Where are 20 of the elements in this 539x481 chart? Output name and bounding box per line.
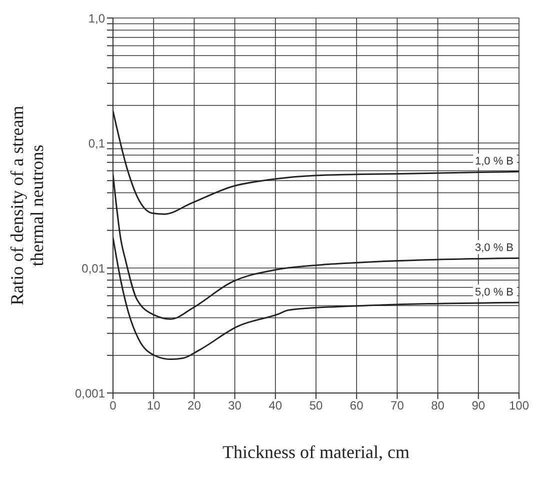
x-axis-title: Thickness of material, cm [222,442,410,462]
y-tick-label: 1,0 [88,11,106,26]
x-tick-label: 40 [268,398,282,413]
y-tick-label: 0,1 [88,136,106,150]
y-tick-label: 0,01 [82,261,106,276]
x-tick-label: 80 [431,398,445,413]
series-label: 5,0 % B [475,286,514,298]
x-tick-label: 50 [309,398,323,413]
x-tick-label: 100 [508,398,530,413]
x-tick-label: 60 [350,398,364,413]
series-label: 3,0 % B [475,242,514,254]
y-axis-title: Ratio of density of a stream thermal neutrons [7,106,47,306]
y-tick-label: 0,001 [74,386,106,400]
x-tick-label: 0 [110,398,117,413]
x-tick-label: 90 [472,398,486,413]
x-tick-label: 20 [188,398,202,413]
x-tick-label: 10 [146,398,161,413]
series-label: 1,0 % B [475,156,514,168]
x-tick-label: 30 [228,398,242,413]
x-tick-label: 70 [390,398,404,413]
